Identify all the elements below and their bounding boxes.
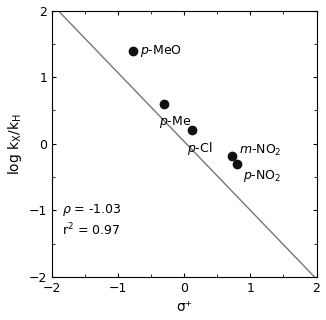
X-axis label: σ⁺: σ⁺ xyxy=(176,300,192,315)
Text: $\it{m}$-NO$_2$: $\it{m}$-NO$_2$ xyxy=(239,143,281,158)
Y-axis label: log k$_\mathregular{X}$/k$_\mathregular{H}$: log k$_\mathregular{X}$/k$_\mathregular{… xyxy=(6,113,23,175)
Text: $\it{p}$-Cl: $\it{p}$-Cl xyxy=(187,140,212,157)
Text: $\it{p}$-Me: $\it{p}$-Me xyxy=(159,114,191,130)
Text: $\it{p}$-MeO: $\it{p}$-MeO xyxy=(140,43,182,59)
Text: r$^2$ = 0.97: r$^2$ = 0.97 xyxy=(62,222,121,239)
Text: $\it{p}$-NO$_2$: $\it{p}$-NO$_2$ xyxy=(243,168,282,184)
Text: $\rho$ = -1.03: $\rho$ = -1.03 xyxy=(62,203,122,219)
